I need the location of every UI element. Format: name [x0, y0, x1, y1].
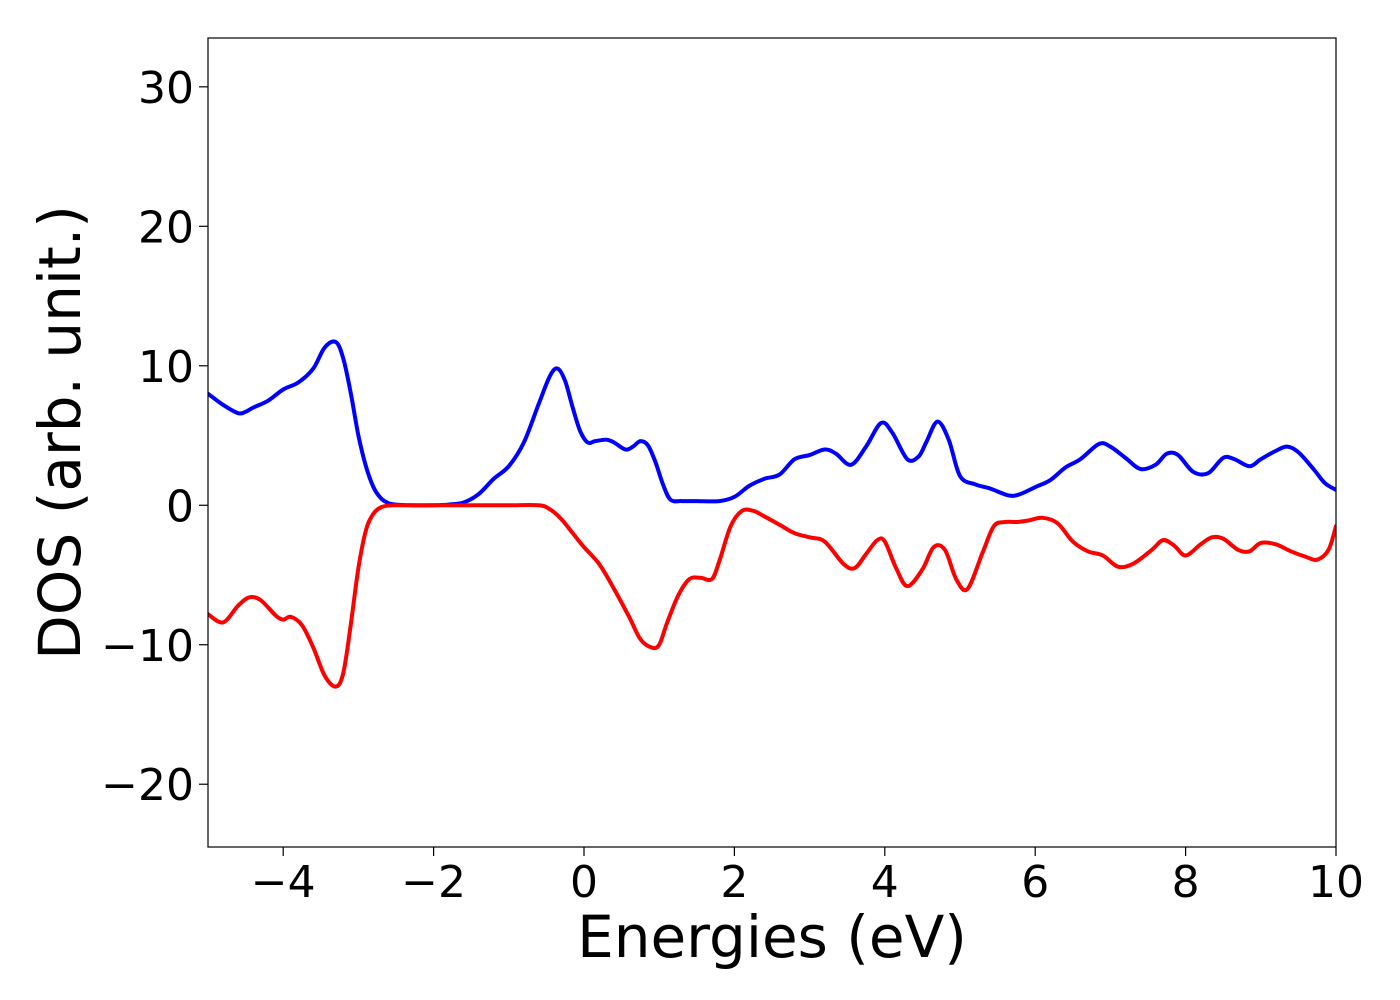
y-tick-label: −20	[101, 760, 194, 811]
plot-frame	[207, 37, 1337, 848]
x-tick-label: 0	[570, 857, 598, 908]
y-tick-label: 0	[166, 481, 194, 532]
x-tick-label: 4	[871, 857, 899, 908]
x-tick-label: 8	[1172, 857, 1200, 908]
x-tick-label: −4	[251, 857, 316, 908]
y-tick-label: 10	[138, 342, 194, 393]
x-axis-ticks: −4 −2 0 2 4 6 8 10	[251, 847, 1364, 908]
x-tick-label: 6	[1021, 857, 1049, 908]
x-tick-label: 10	[1308, 857, 1364, 908]
spin-down-dos-line	[208, 502, 1336, 689]
y-tick-label: 20	[138, 202, 194, 253]
y-tick-label: −10	[101, 621, 194, 672]
y-tick-label: 30	[138, 63, 194, 114]
y-axis-label: DOS (arb. unit.)	[26, 205, 94, 660]
x-axis-label: Energies (eV)	[577, 903, 967, 971]
x-tick-label: −2	[401, 857, 466, 908]
y-axis-ticks: −20 −10 0 10 20 30	[101, 63, 208, 811]
series-layer	[208, 339, 1336, 689]
spin-up-dos-line	[208, 339, 1336, 508]
x-tick-label: 2	[720, 857, 748, 908]
